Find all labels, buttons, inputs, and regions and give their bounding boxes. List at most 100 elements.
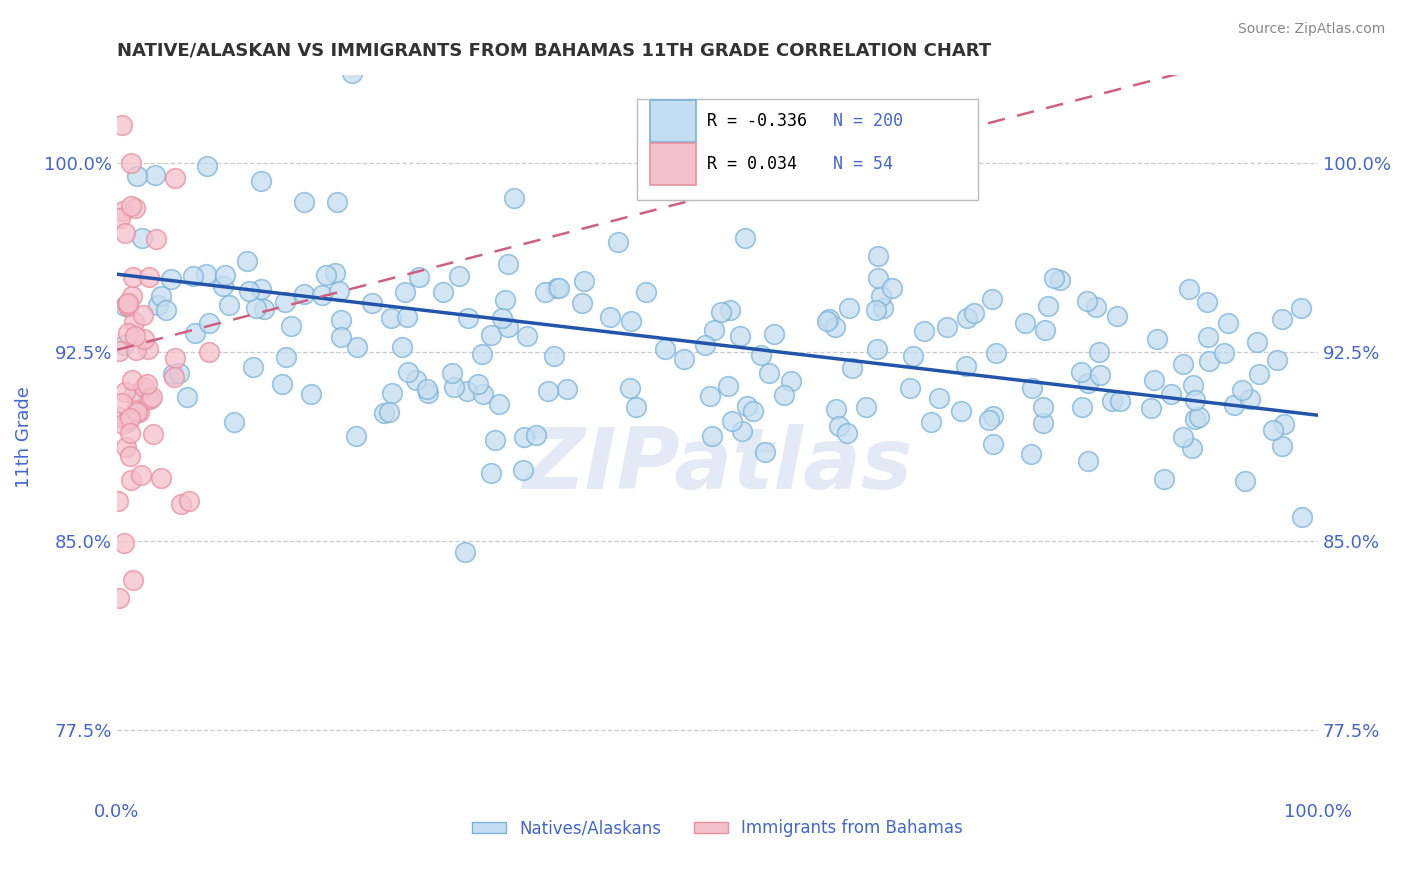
Point [865,303,887,318]
Point [1289,301,1312,315]
Point [162,367,184,381]
Point [898,381,921,395]
Point [825,401,848,416]
Text: NATIVE/ALASKAN VS IMMIGRANTS FROM BAHAMAS 11TH GRADE CORRELATION CHART: NATIVE/ALASKAN VS IMMIGRANTS FROM BAHAMA… [117,42,991,60]
Point [543,350,565,364]
Point [361,296,384,310]
Point [138,269,160,284]
Point [115,440,138,454]
Point [131,231,153,245]
Point [912,324,935,338]
Point [252,301,274,316]
Point [142,427,165,442]
Point [311,288,333,302]
Point [107,493,129,508]
Point [405,373,427,387]
Point [634,285,657,299]
Point [145,232,167,246]
Point [1182,377,1205,392]
Point [534,285,557,299]
Point [699,389,721,403]
Point [120,473,142,487]
Point [124,201,146,215]
Point [855,400,877,414]
Point [163,369,186,384]
Point [920,415,942,429]
Point [866,270,889,285]
Point [122,315,145,329]
Point [488,397,510,411]
Point [167,366,190,380]
Point [416,385,439,400]
Point [950,404,973,418]
Point [132,332,155,346]
Point [737,399,759,413]
FancyBboxPatch shape [651,143,696,186]
Point [373,406,395,420]
Point [1071,401,1094,415]
Point [136,392,159,406]
Point [749,348,772,362]
Point [1171,357,1194,371]
Point [1222,398,1244,412]
Point [1109,394,1132,409]
Point [136,342,159,356]
Point [494,293,516,308]
Point [1088,368,1111,382]
Point [977,412,1000,426]
Point [129,468,152,483]
Point [408,270,430,285]
Point [835,426,858,441]
Point [841,360,863,375]
Point [330,312,353,326]
Text: ZIPatlas: ZIPatlas [523,424,912,507]
Point [111,395,134,409]
Point [935,320,957,334]
Point [1247,368,1270,382]
Point [1087,344,1109,359]
Point [292,194,315,209]
Point [177,494,200,508]
Point [1171,430,1194,444]
Point [346,340,368,354]
Point [1085,300,1108,314]
Point [134,380,156,394]
Point [870,289,893,303]
Point [496,257,519,271]
Point [160,272,183,286]
Point [457,311,479,326]
Point [120,155,142,169]
Point [758,366,780,380]
Point [866,342,889,356]
Point [121,373,143,387]
Point [150,289,173,303]
Point [330,330,353,344]
Text: R = 0.034: R = 0.034 [707,155,797,173]
Point [114,536,136,550]
Point [1049,273,1071,287]
Point [117,299,139,313]
Point [212,279,235,293]
Point [721,414,744,428]
Point [555,382,578,396]
Point [342,66,364,80]
Point [124,329,146,343]
Point [1272,417,1295,432]
Point [325,266,347,280]
Point [1265,352,1288,367]
Text: Source: ZipAtlas.com: Source: ZipAtlas.com [1237,22,1385,37]
Point [224,415,246,429]
Point [467,376,489,391]
Point [1230,383,1253,397]
Point [1021,381,1043,395]
Point [720,303,742,318]
Point [155,303,177,318]
Point [780,374,803,388]
Point [110,211,132,226]
Y-axis label: 11th Grade: 11th Grade [15,385,32,488]
Point [242,360,264,375]
Point [121,270,143,285]
Point [176,390,198,404]
Point [122,386,145,401]
Point [195,159,218,173]
